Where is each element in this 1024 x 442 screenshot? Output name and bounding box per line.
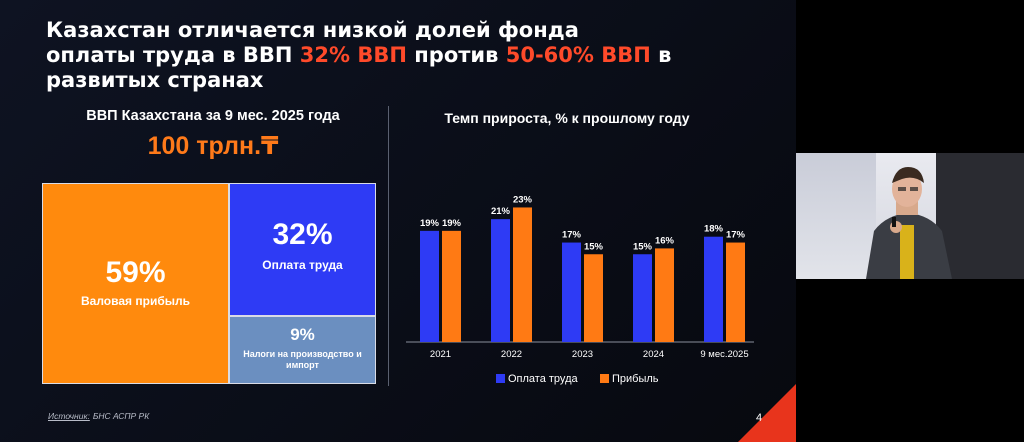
x-tick-label-0: 2021 — [430, 349, 451, 360]
data-label-profit-4: 17% — [726, 230, 746, 241]
data-label-wages-0: 19% — [420, 218, 440, 229]
data-label-wages-3: 15% — [633, 241, 653, 252]
tile-taxes-pct: 9% — [290, 325, 315, 344]
tile-wages-pct: 32% — [272, 218, 333, 251]
data-label-wages-1: 21% — [491, 206, 511, 217]
bar-wages-3 — [633, 254, 652, 342]
title-line-1: Казахстан отличается низкой долей фонда — [46, 18, 579, 42]
legend-label-1: Прибыль — [612, 373, 659, 385]
slide-title: Казахстан отличается низкой долей фонда … — [46, 18, 746, 93]
gdp-total: 100 трлн.₸ — [147, 132, 279, 160]
x-tick-label-1: 2022 — [501, 349, 522, 360]
tile-taxes-label: Налоги на производство и импорт — [243, 349, 362, 370]
bar-wages-0 — [420, 230, 439, 342]
title-highlight-developed: 50-60% ВВП — [505, 43, 651, 67]
bar-wages-4 — [704, 236, 723, 342]
speaker-figure — [866, 153, 1024, 279]
data-label-profit-3: 16% — [655, 235, 675, 246]
title-line-2c: в — [650, 43, 672, 67]
bar-profit-0 — [442, 230, 461, 342]
legend-label-0: Оплата труда — [508, 373, 578, 385]
bar-wages-1 — [491, 219, 510, 342]
data-label-wages-2: 17% — [562, 230, 582, 241]
x-tick-label-2: 2023 — [572, 349, 593, 360]
bar-profit-2 — [584, 254, 603, 342]
gdp-heading: ВВП Казахстана за 9 мес. 2025 года — [86, 108, 340, 124]
tile-taxes: 9% Налоги на производство и импорт — [229, 316, 376, 384]
page-number: 4 — [756, 412, 763, 424]
data-label-profit-1: 23% — [513, 194, 533, 205]
bar-profit-4 — [726, 242, 745, 342]
bar-profit-3 — [655, 248, 674, 342]
title-line-2a: оплаты труда в ВВП — [46, 43, 300, 67]
data-label-profit-2: 15% — [584, 241, 604, 252]
corner-accent — [738, 384, 796, 442]
data-label-wages-4: 18% — [704, 224, 724, 235]
bar-wages-2 — [562, 242, 581, 342]
legend-swatch-1 — [600, 374, 609, 383]
legend-swatch-0 — [496, 374, 505, 383]
source-label: Источник: — [48, 411, 90, 421]
tile-gross-profit-pct: 59% — [105, 256, 166, 289]
gdp-treemap: 59% Валовая прибыль 32% Оплата труда 9% … — [42, 183, 376, 384]
x-tick-label-3: 2024 — [643, 349, 664, 360]
source-value: БНС АСПР РК — [92, 411, 150, 421]
tile-gross-profit: 59% Валовая прибыль — [42, 183, 229, 384]
tile-gross-profit-label: Валовая прибыль — [81, 294, 190, 308]
title-line-3: развитых странах — [46, 68, 264, 92]
presentation-slide: Казахстан отличается низкой долей фонда … — [0, 0, 796, 442]
bar-profit-1 — [513, 207, 532, 342]
data-label-profit-0: 19% — [442, 218, 462, 229]
tile-wages: 32% Оплата труда — [229, 183, 376, 316]
title-line-2b: против — [406, 43, 506, 67]
growth-bar-chart: Темп прироста, % к прошлому году 19% 19% 20… — [406, 110, 754, 385]
title-highlight-kz: 32% ВВП — [299, 43, 407, 67]
tile-wages-label: Оплата труда — [262, 258, 343, 272]
video-background — [796, 153, 876, 279]
x-tick-label-4: 9 мес.2025 — [700, 349, 748, 360]
source-note: Источник: БНС АСПР РК — [48, 411, 149, 421]
speaker-video-thumbnail — [796, 153, 1024, 279]
chart-title: Темп прироста, % к прошлому году — [444, 110, 689, 126]
section-divider — [388, 106, 389, 386]
